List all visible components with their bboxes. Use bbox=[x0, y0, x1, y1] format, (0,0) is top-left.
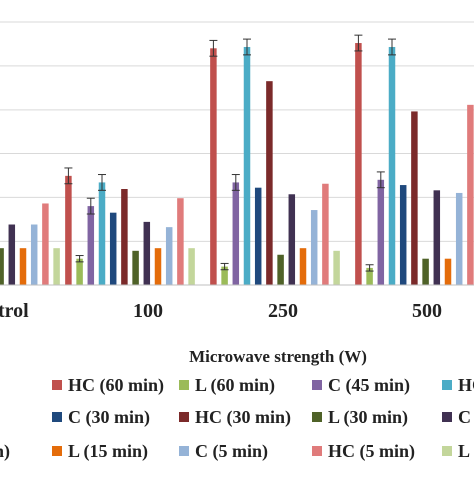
bar bbox=[388, 46, 396, 285]
legend-label: L (30 min) bbox=[328, 407, 408, 428]
bar bbox=[0, 248, 4, 285]
x-tick-labels: trol 100 250 500 bbox=[0, 300, 442, 322]
bar bbox=[243, 46, 251, 285]
bar bbox=[30, 224, 38, 285]
bar bbox=[377, 179, 385, 285]
bar bbox=[411, 111, 418, 285]
legend-label: HC bbox=[458, 375, 474, 395]
bar bbox=[143, 221, 151, 285]
legend-swatch bbox=[442, 446, 452, 456]
bar bbox=[366, 267, 373, 285]
x-tick-label: trol bbox=[0, 300, 29, 322]
legend-label: C ( bbox=[458, 407, 474, 428]
error-bars bbox=[64, 34, 396, 272]
bar bbox=[8, 224, 16, 285]
bar bbox=[165, 227, 173, 285]
bar bbox=[210, 48, 217, 285]
legend-label: C (30 min) bbox=[68, 407, 150, 428]
legend-swatch bbox=[312, 380, 322, 390]
x-axis-title: Microwave strength (W) bbox=[189, 347, 367, 366]
legend-swatch bbox=[442, 412, 452, 422]
bar bbox=[177, 198, 184, 285]
legend-label: C (45 min) bbox=[328, 375, 410, 396]
legend: in)HC (60 min)L (60 min)C (45 min)HCin)C… bbox=[0, 375, 474, 462]
legend-label: C (5 min) bbox=[195, 441, 268, 462]
bar bbox=[188, 248, 195, 285]
bar bbox=[154, 248, 162, 285]
bar bbox=[444, 258, 452, 285]
bar bbox=[121, 189, 128, 285]
legend-label: HC (60 min) bbox=[68, 375, 164, 396]
bar bbox=[76, 258, 83, 285]
legend-swatch bbox=[442, 380, 452, 390]
bar bbox=[232, 182, 240, 285]
bar bbox=[333, 250, 340, 285]
legend-swatch bbox=[312, 412, 322, 422]
legend-label: HC (5 min) bbox=[328, 441, 415, 462]
legend-swatch bbox=[52, 380, 62, 390]
bar bbox=[266, 81, 273, 285]
legend-swatch bbox=[179, 412, 189, 422]
legend-swatch bbox=[179, 446, 189, 456]
legend-swatch bbox=[312, 446, 322, 456]
bars bbox=[0, 43, 474, 285]
bar bbox=[87, 206, 95, 285]
legend-label: min) bbox=[0, 441, 10, 462]
legend-label: HC (30 min) bbox=[195, 407, 291, 428]
bar bbox=[109, 212, 117, 285]
bar bbox=[254, 187, 262, 285]
bar bbox=[65, 175, 72, 285]
bar bbox=[53, 248, 60, 285]
bar bbox=[299, 248, 307, 285]
bar bbox=[132, 250, 139, 285]
bar bbox=[42, 203, 49, 285]
legend-swatch bbox=[179, 380, 189, 390]
legend-label: L (60 min) bbox=[195, 375, 275, 396]
bar bbox=[277, 254, 284, 285]
bar bbox=[98, 182, 106, 285]
legend-label: L (15 min) bbox=[68, 441, 148, 462]
bar bbox=[19, 248, 27, 285]
x-tick-label: 100 bbox=[133, 300, 163, 322]
legend-swatch bbox=[52, 412, 62, 422]
bar bbox=[467, 104, 474, 285]
bar bbox=[399, 185, 407, 285]
x-tick-label: 250 bbox=[268, 300, 298, 322]
x-tick-label: 500 bbox=[412, 300, 442, 322]
bar bbox=[221, 266, 228, 285]
bar bbox=[310, 210, 318, 285]
bar bbox=[288, 194, 296, 285]
bar bbox=[322, 183, 329, 285]
bar bbox=[355, 43, 362, 285]
bar bbox=[455, 192, 463, 285]
bar bbox=[433, 190, 441, 285]
bar bbox=[422, 258, 429, 285]
legend-label: L ( bbox=[458, 441, 474, 462]
legend-swatch bbox=[52, 446, 62, 456]
